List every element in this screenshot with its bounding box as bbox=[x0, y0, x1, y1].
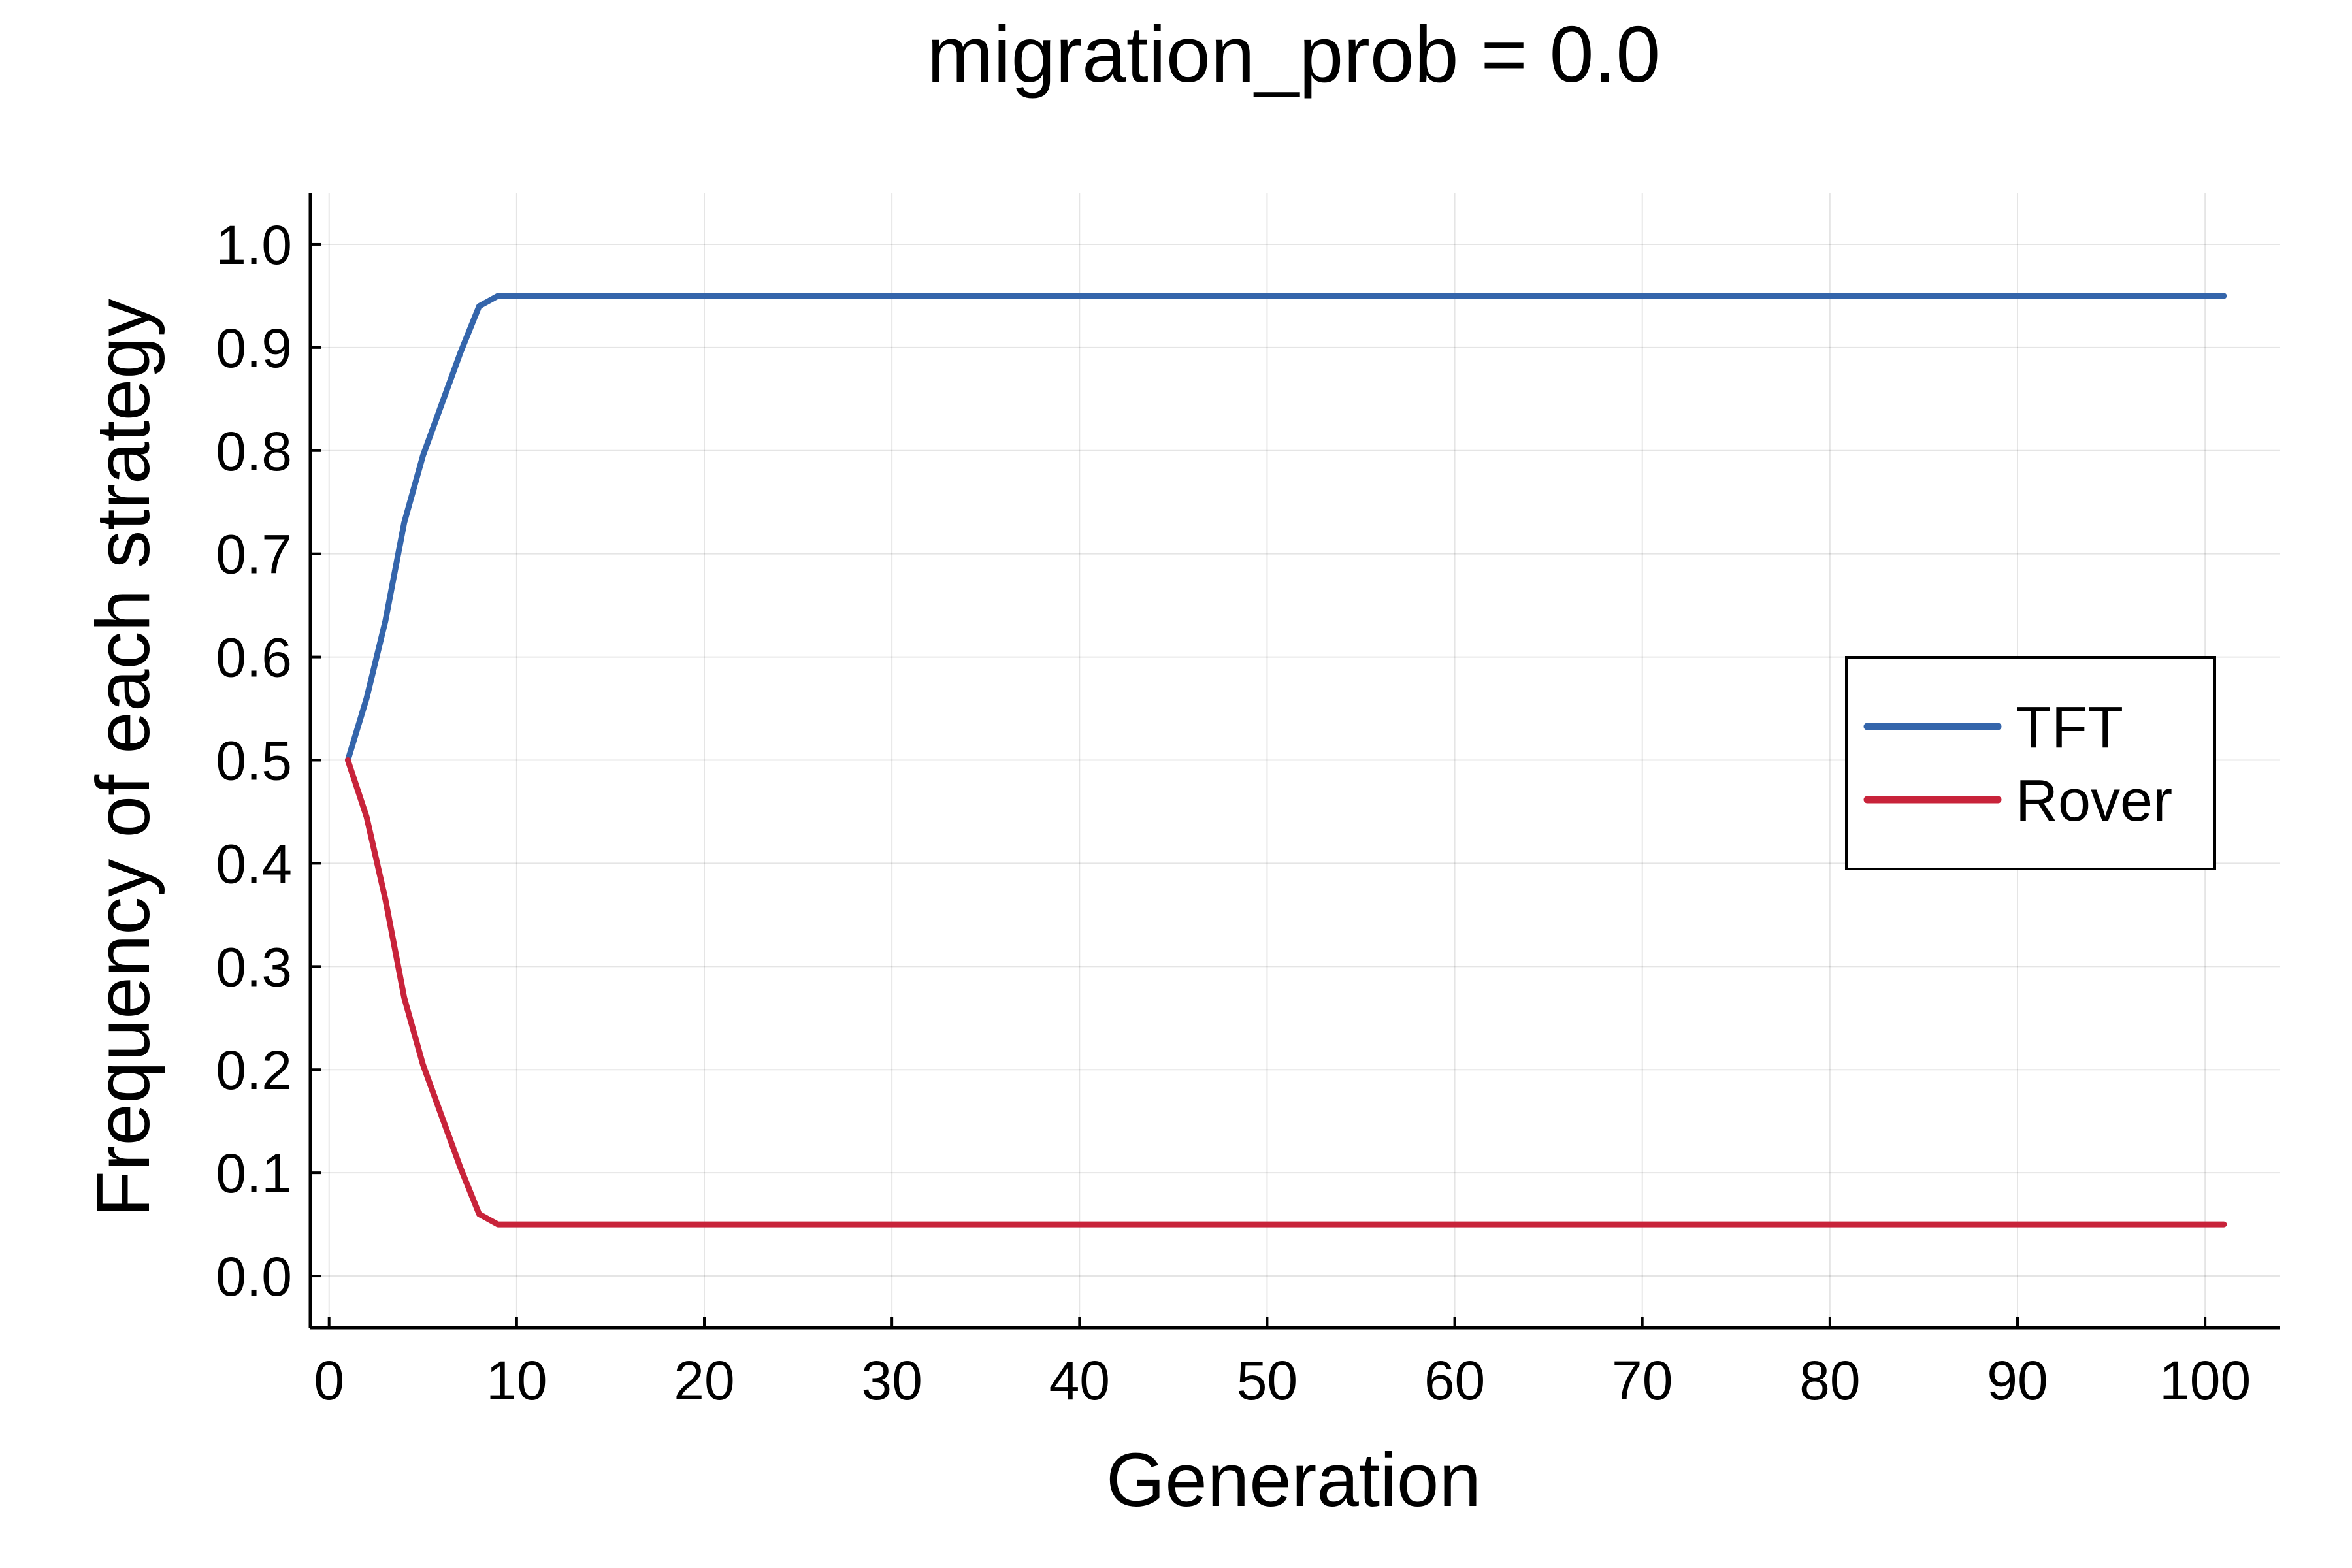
x-tick-label: 60 bbox=[1424, 1350, 1485, 1411]
x-tick-label: 100 bbox=[2159, 1350, 2251, 1411]
legend: TFT Rover bbox=[1845, 656, 2216, 870]
series-lines bbox=[344, 293, 2227, 1228]
x-tick-label: 90 bbox=[1987, 1350, 2048, 1411]
y-tick-label: 0.4 bbox=[216, 833, 292, 894]
y-tick-label: 0.7 bbox=[216, 524, 292, 585]
series-line-tft bbox=[344, 293, 2227, 763]
x-tick-label: 40 bbox=[1049, 1350, 1110, 1411]
x-tick-label: 10 bbox=[486, 1350, 547, 1411]
y-tick-label: 0.2 bbox=[216, 1039, 292, 1101]
y-tick-label: 0.0 bbox=[216, 1246, 292, 1307]
y-tick-label: 0.5 bbox=[216, 730, 292, 792]
y-tick-label: 1.0 bbox=[216, 214, 292, 276]
legend-box bbox=[1845, 656, 2216, 870]
y-axis-ticks: 0.0 0.1 0.2 0.3 0.4 0.5 0.6 0.7 0.8 0.9 1.0 bbox=[216, 214, 321, 1307]
x-tick-label: 70 bbox=[1612, 1350, 1673, 1411]
y-tick-label: 0.9 bbox=[216, 318, 292, 379]
x-tick-label: 80 bbox=[1799, 1350, 1860, 1411]
x-tick-label: 50 bbox=[1237, 1350, 1298, 1411]
y-tick-label: 0.3 bbox=[216, 936, 292, 998]
legend-items: TFT Rover bbox=[1863, 695, 2172, 834]
legend-label-rover: Rover bbox=[2016, 768, 2172, 834]
chart-title: migration_prob = 0.0 bbox=[927, 10, 1660, 99]
x-tick-label: 20 bbox=[674, 1350, 734, 1411]
x-axis-title: Generation bbox=[1106, 1437, 1481, 1522]
x-axis-ticks: 0 10 20 30 40 50 60 70 80 90 100 bbox=[314, 1317, 2251, 1411]
y-tick-label: 0.1 bbox=[216, 1143, 292, 1204]
legend-label-tft: TFT bbox=[2016, 695, 2123, 760]
y-axis-title: Frequency of each strategy bbox=[80, 299, 165, 1217]
x-tick-label: 0 bbox=[314, 1350, 344, 1411]
x-tick-label: 30 bbox=[861, 1350, 922, 1411]
series-line-rover bbox=[344, 757, 2227, 1228]
y-tick-label: 0.6 bbox=[216, 627, 292, 689]
grid bbox=[310, 193, 2280, 1328]
y-tick-label: 0.8 bbox=[216, 421, 292, 482]
